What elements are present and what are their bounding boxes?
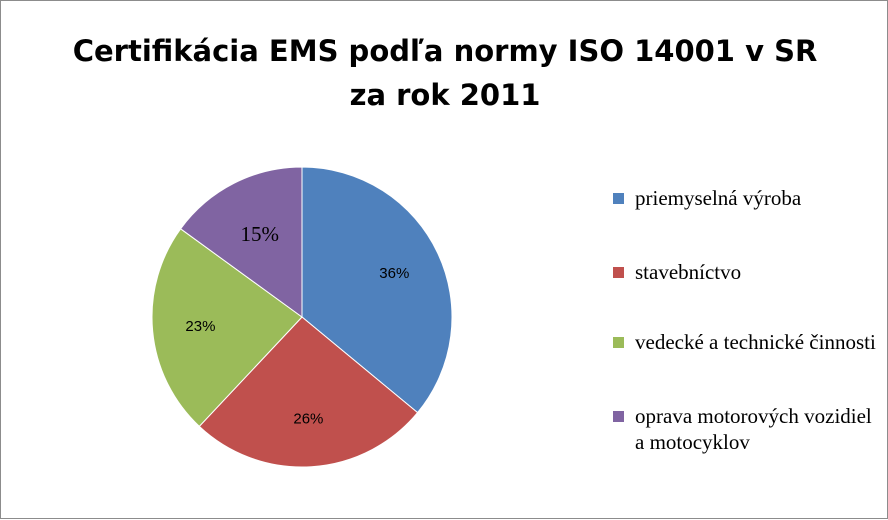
pie-slice-4 bbox=[179, 166, 303, 318]
pie-slice-1 bbox=[301, 166, 453, 414]
legend-item-3: vedecké a technické činnosti bbox=[613, 329, 883, 355]
legend-label-4: oprava motorových vozidiel a motocyklov bbox=[635, 404, 872, 454]
chart-title: Certifikácia EMS podľa normy ISO 14001 v… bbox=[72, 34, 818, 112]
data-label-4: 15% bbox=[241, 222, 280, 246]
legend-swatch-1 bbox=[613, 193, 624, 204]
legend-swatch-2 bbox=[613, 267, 624, 278]
pie-slice-3 bbox=[151, 228, 303, 428]
pie-slice-2 bbox=[198, 316, 419, 468]
legend-item-4: oprava motorových vozidiel a motocyklov bbox=[613, 403, 883, 455]
data-label-2: 26% bbox=[293, 410, 323, 427]
data-label-3: 23% bbox=[185, 318, 215, 335]
legend-swatch-4 bbox=[613, 411, 624, 422]
legend-label-1: priemyselná výroba bbox=[635, 186, 802, 210]
legend-label-3: vedecké a technické činnosti bbox=[635, 330, 876, 354]
legend-item-2: stavebníctvo bbox=[613, 259, 883, 285]
legend-item-1: priemyselná výroba bbox=[613, 185, 883, 211]
legend-label-2: stavebníctvo bbox=[635, 260, 742, 284]
legend-swatch-3 bbox=[613, 337, 624, 348]
data-label-1: 36% bbox=[379, 265, 409, 282]
